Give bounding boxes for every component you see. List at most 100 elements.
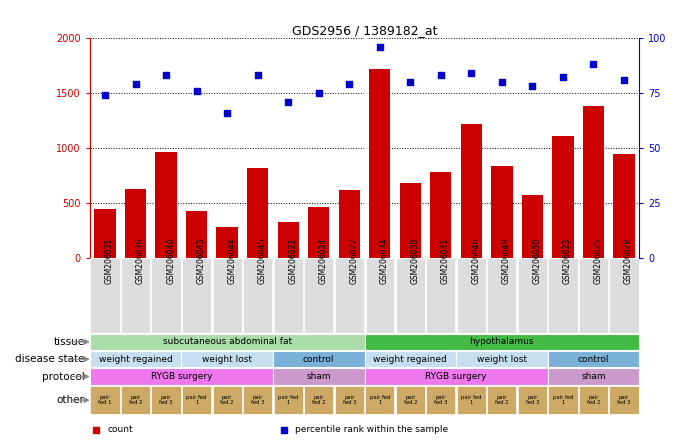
Bar — [125, 189, 146, 258]
Text: pair
fed 2: pair fed 2 — [587, 395, 600, 405]
Bar — [426, 386, 455, 414]
Bar — [90, 334, 365, 350]
Text: pair
fed 3: pair fed 3 — [160, 395, 173, 405]
Point — [466, 69, 477, 76]
Bar — [365, 258, 395, 333]
Bar — [457, 386, 486, 414]
Point — [588, 61, 599, 68]
Point — [375, 43, 386, 50]
Text: disease state: disease state — [15, 354, 84, 364]
Text: GSM206040: GSM206040 — [166, 238, 175, 284]
Text: pair fed
1: pair fed 1 — [187, 395, 207, 405]
Point — [618, 76, 630, 83]
Bar — [609, 386, 638, 414]
Text: GSM206038: GSM206038 — [410, 238, 419, 284]
Bar — [151, 386, 181, 414]
Bar — [461, 124, 482, 258]
Bar — [278, 222, 299, 258]
Text: pair
fed 2: pair fed 2 — [404, 395, 417, 405]
Point — [160, 71, 171, 79]
Text: pair
fed 1: pair fed 1 — [98, 395, 112, 405]
Bar — [365, 351, 456, 367]
Bar — [522, 195, 543, 258]
Bar — [121, 386, 150, 414]
Bar — [430, 172, 451, 258]
Text: percentile rank within the sample: percentile rank within the sample — [295, 425, 448, 434]
Point — [558, 74, 569, 81]
Text: GSM206023: GSM206023 — [563, 238, 572, 284]
Bar — [487, 258, 516, 333]
Bar — [90, 351, 181, 367]
Point — [283, 98, 294, 105]
Point — [222, 109, 233, 116]
Point — [435, 71, 446, 79]
Title: GDS2956 / 1389182_at: GDS2956 / 1389182_at — [292, 24, 437, 36]
Text: protocol: protocol — [41, 372, 84, 381]
Bar — [216, 227, 238, 258]
Text: pair
fed 2: pair fed 2 — [312, 395, 325, 405]
Bar — [518, 386, 547, 414]
Text: weight regained: weight regained — [373, 355, 447, 364]
Bar — [182, 258, 211, 333]
Text: GSM206043: GSM206043 — [197, 238, 206, 284]
Text: GSM206049: GSM206049 — [502, 238, 511, 284]
Text: pair
fed 2: pair fed 2 — [495, 395, 509, 405]
Text: tissue: tissue — [53, 337, 84, 347]
Text: GSM206050: GSM206050 — [532, 238, 541, 284]
Text: subcutaneous abdominal fat: subcutaneous abdominal fat — [162, 337, 292, 346]
Bar — [95, 209, 116, 258]
Bar — [547, 351, 639, 367]
Bar — [274, 258, 303, 333]
Text: pair fed
1: pair fed 1 — [553, 395, 573, 405]
Text: pair
fed 3: pair fed 3 — [434, 395, 448, 405]
Bar — [613, 154, 634, 258]
Bar — [273, 369, 365, 385]
Text: GSM206022: GSM206022 — [288, 238, 297, 284]
Text: GSM206034: GSM206034 — [380, 238, 389, 284]
Bar — [339, 190, 360, 258]
Text: GSM206041: GSM206041 — [441, 238, 450, 284]
Text: pair fed
1: pair fed 1 — [461, 395, 482, 405]
Bar — [182, 386, 211, 414]
Text: GSM206028: GSM206028 — [624, 238, 633, 284]
Bar — [91, 258, 120, 333]
Text: RYGB surgery: RYGB surgery — [425, 372, 487, 381]
Point — [191, 87, 202, 94]
Text: GSM206045: GSM206045 — [258, 238, 267, 284]
Bar — [487, 386, 516, 414]
Text: pair fed
1: pair fed 1 — [370, 395, 390, 405]
Text: count: count — [107, 425, 133, 434]
Bar — [243, 258, 272, 333]
Bar — [548, 386, 578, 414]
Bar — [274, 386, 303, 414]
Bar — [151, 258, 181, 333]
Bar — [90, 369, 273, 385]
Point — [313, 89, 324, 96]
Bar — [609, 258, 638, 333]
Point — [405, 78, 416, 85]
Text: sham: sham — [306, 372, 331, 381]
Point — [130, 80, 141, 87]
Bar — [548, 258, 578, 333]
Bar — [491, 166, 513, 258]
Text: weight lost: weight lost — [202, 355, 252, 364]
Bar — [365, 386, 395, 414]
Bar — [181, 351, 273, 367]
Bar — [518, 258, 547, 333]
Bar — [583, 106, 604, 258]
Text: GSM206025: GSM206025 — [594, 238, 603, 284]
Bar — [365, 369, 547, 385]
Point — [527, 83, 538, 90]
Text: pair
fed 2: pair fed 2 — [220, 395, 234, 405]
Bar — [399, 183, 421, 258]
Bar — [334, 386, 364, 414]
Bar — [304, 386, 333, 414]
Bar — [365, 334, 639, 350]
Point — [343, 80, 354, 87]
Point — [252, 71, 263, 79]
Text: GSM206044: GSM206044 — [227, 238, 236, 284]
Text: weight regained: weight regained — [99, 355, 173, 364]
Text: GSM206036: GSM206036 — [135, 238, 144, 284]
Bar — [213, 258, 242, 333]
Bar — [456, 351, 547, 367]
